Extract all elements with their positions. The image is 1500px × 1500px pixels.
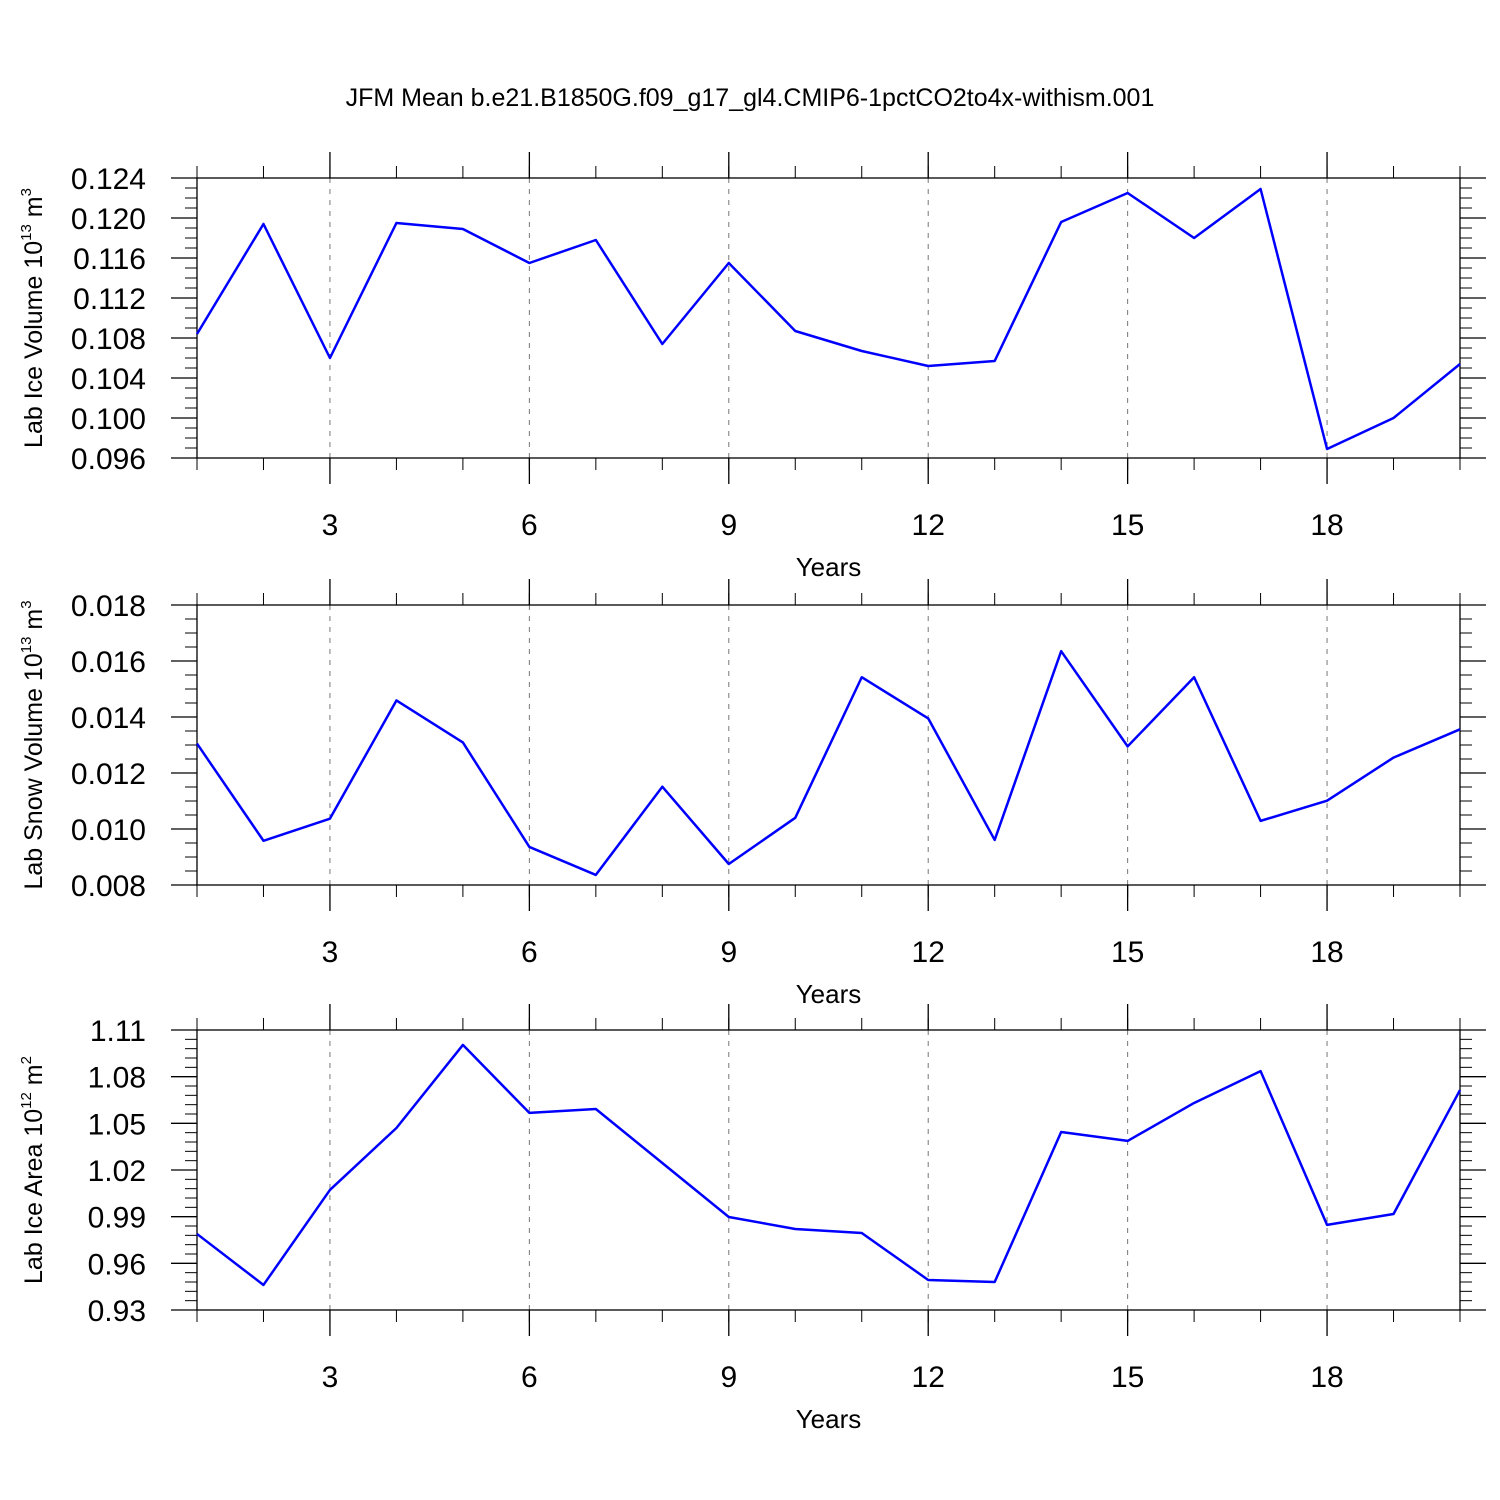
y-tick-label: 0.096 (71, 443, 146, 476)
y-tick-label: 0.96 (88, 1248, 146, 1281)
x-tick-label: 6 (521, 1361, 538, 1394)
x-tick-label: 3 (322, 1361, 339, 1394)
x-tick-label: 6 (521, 936, 538, 969)
y-axis-label-exponent: 12 (18, 1092, 35, 1109)
y-tick-label: 0.012 (71, 758, 146, 791)
y-tick-label: 0.014 (71, 702, 146, 735)
x-tick-label: 3 (322, 936, 339, 969)
y-tick-label: 0.104 (71, 363, 146, 396)
y-tick-label: 0.116 (73, 243, 146, 276)
y-axis-label-exponent: 3 (18, 600, 35, 608)
y-tick-label: 0.018 (71, 590, 146, 623)
x-axis-label: Years (796, 979, 862, 1009)
plot-frame (196, 1029, 1461, 1311)
y-tick-label: 0.93 (88, 1295, 146, 1328)
x-tick-label: 12 (912, 1361, 945, 1394)
y-axis-label-exponent: 3 (18, 188, 35, 196)
y-axis-label-text: m (20, 609, 48, 637)
y-tick-label: 0.016 (71, 646, 146, 679)
x-axis-label: Years (796, 552, 862, 582)
y-axis-label-exponent: 13 (18, 224, 35, 241)
y-tick-label: 1.11 (90, 1015, 146, 1048)
y-axis-label-text: Lab Ice Volume 10 (20, 241, 48, 448)
x-axis-label: Years (796, 1404, 862, 1434)
y-axis-label-text: m (20, 196, 48, 224)
figure-title: JFM Mean b.e21.B1850G.f09_g17_gl4.CMIP6-… (346, 84, 1155, 112)
data-line (195, 649, 1461, 877)
y-axis-label: Lab Ice Volume 1013 m3 (18, 188, 48, 448)
data-line (196, 1043, 1462, 1287)
x-tick-label: 18 (1310, 1361, 1343, 1394)
y-axis-label-exponent: 13 (18, 637, 35, 654)
y-tick-label: 0.108 (71, 323, 146, 356)
x-tick-label: 15 (1111, 1361, 1144, 1394)
y-axis-label-text: Lab Snow Volume 10 (20, 653, 48, 889)
x-tick-label: 6 (521, 509, 538, 542)
y-tick-label: 0.112 (73, 283, 146, 316)
y-tick-label: 1.05 (88, 1108, 146, 1141)
x-tick-label: 18 (1310, 509, 1343, 542)
x-tick-label: 18 (1310, 936, 1343, 969)
y-tick-label: 1.08 (88, 1062, 146, 1095)
y-tick-label: 0.120 (71, 203, 146, 236)
x-tick-label: 9 (720, 1361, 737, 1394)
y-tick-label: 1.02 (88, 1155, 146, 1188)
x-tick-label: 15 (1111, 936, 1144, 969)
x-tick-label: 9 (720, 936, 737, 969)
x-tick-label: 12 (912, 509, 945, 542)
x-tick-label: 12 (912, 936, 945, 969)
y-tick-label: 0.124 (71, 163, 146, 196)
y-axis-label-text: Lab Ice Area 10 (20, 1109, 48, 1284)
y-axis-label: Lab Snow Volume 1013 m3 (18, 600, 48, 889)
y-tick-label: 0.99 (88, 1202, 146, 1235)
data-line (195, 187, 1461, 451)
y-tick-label: 0.010 (71, 814, 146, 847)
y-tick-label: 0.008 (71, 870, 146, 903)
y-axis-label-text: m (20, 1064, 48, 1092)
plot-frame (196, 177, 1461, 459)
x-tick-label: 15 (1111, 509, 1144, 542)
y-tick-label: 0.100 (71, 403, 146, 436)
x-tick-label: 3 (322, 509, 339, 542)
y-axis-label-exponent: 2 (18, 1056, 35, 1064)
y-axis-label: Lab Ice Area 1012 m2 (18, 1056, 48, 1284)
x-tick-label: 9 (720, 509, 737, 542)
